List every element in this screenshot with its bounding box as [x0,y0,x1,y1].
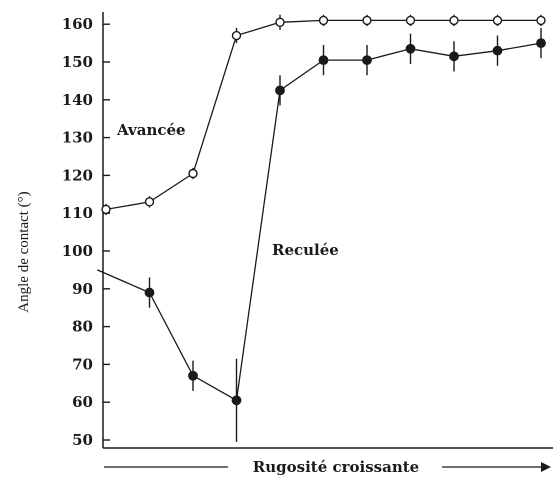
data-point-reculee-9 [536,38,546,48]
y-tick-label-130: 130 [62,129,93,147]
data-point-avancee-7 [405,15,416,26]
y-tick-label-90: 90 [72,280,93,298]
data-point-avancee-8 [449,15,459,26]
data-point-reculee-4 [318,55,329,66]
y-tick-label-60: 60 [72,393,93,411]
data-point-reculee-6 [405,43,416,54]
y-tick-label-50: 50 [72,431,93,449]
data-point-reculee-8 [492,45,503,56]
data-point-reculee-2 [231,395,242,406]
y-axis-ticks: 5060708090100110120130140150160170 [62,15,110,449]
data-point-avancee-1 [144,197,155,207]
data-point-reculee-5 [362,55,372,66]
y-tick-label-160: 160 [62,15,93,33]
series-label-avancee: Avancée [116,121,186,139]
y-tick-label-100: 100 [62,242,93,260]
series-layer [97,14,546,442]
y-tick-label-140: 140 [62,91,93,109]
y-tick-label-80: 80 [72,318,93,336]
series-line-reculee [97,42,542,402]
y-tick-label-120: 120 [62,166,93,184]
data-point-reculee-3 [275,85,285,96]
data-point-avancee-9 [492,15,503,26]
data-point-avancee-10 [536,15,546,26]
x-axis-arrowhead [541,462,551,472]
y-axis-title: Angle de contact (°) [16,191,32,312]
x-axis-title: Rugosité croissante [253,458,419,476]
data-point-reculee-0 [144,287,155,298]
y-tick-label-150: 150 [62,53,93,71]
data-point-avancee-2 [188,168,198,179]
data-point-reculee-7 [449,51,459,62]
data-point-avancee-6 [362,15,372,26]
data-point-avancee-3 [231,30,242,41]
series-label-reculee: Reculée [272,241,339,259]
data-point-avancee-5 [318,15,329,26]
y-tick-label-110: 110 [62,204,93,222]
y-tick-label-70: 70 [72,355,93,373]
data-point-avancee-0 [101,204,111,215]
data-point-avancee-4 [275,17,285,28]
data-point-reculee-1 [188,370,198,381]
